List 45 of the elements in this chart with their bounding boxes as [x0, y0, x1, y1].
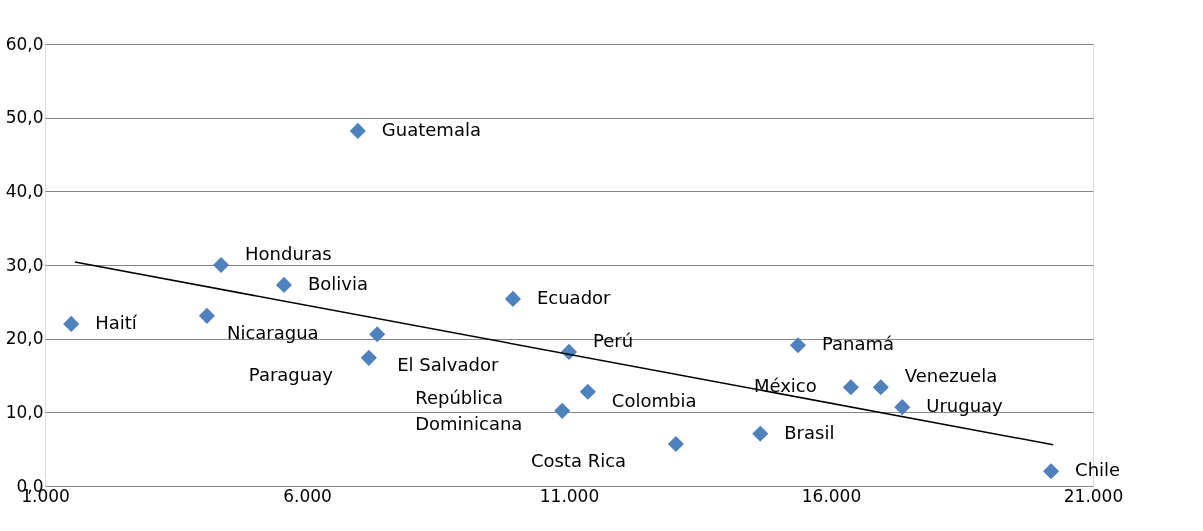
annotation: Uruguay [926, 395, 1004, 417]
annotation: República Dominicana [415, 386, 523, 434]
point [872, 379, 889, 396]
annotation: Venezuela [904, 365, 998, 387]
annotation: Bolivia [307, 272, 368, 294]
annotation: Honduras [245, 243, 332, 264]
point [63, 315, 80, 332]
x-tick-label: 16.000 [801, 485, 862, 506]
y-tick-label: 50,0 [5, 107, 44, 128]
point [842, 379, 859, 396]
annotation: El Salvador [397, 354, 499, 376]
annotation: México [753, 375, 817, 397]
y-tick-label: 60,0 [5, 33, 44, 54]
y-tick-label: 30,0 [5, 254, 44, 275]
point [894, 399, 911, 416]
annotation: Panamá [821, 333, 895, 355]
point [752, 425, 769, 442]
y-tick-label: 10,0 [5, 401, 44, 422]
point [349, 122, 366, 139]
annotation: Ecuador [536, 286, 612, 308]
y-tick-label: 40,0 [5, 180, 44, 201]
x-tick-label: 21.000 [1063, 485, 1124, 506]
point [504, 290, 521, 307]
annotation: Brasil [784, 421, 835, 443]
point [198, 307, 215, 324]
annotation: Perú [593, 329, 634, 351]
point [789, 337, 807, 354]
point [667, 435, 684, 453]
point [275, 276, 293, 293]
y-tick-label: 20,0 [5, 328, 44, 349]
annotation: Paraguay [248, 363, 334, 385]
annotation: Colombia [611, 389, 697, 411]
point [1043, 463, 1060, 480]
point [213, 256, 230, 274]
point [369, 326, 386, 343]
annotation: Nicaragua [226, 321, 319, 343]
x-tick-label: 11.000 [539, 485, 600, 506]
annotation: Haití [95, 311, 138, 333]
x-tick-label: 6.000 [283, 485, 332, 506]
point [554, 402, 571, 419]
annotation: Guatemala [381, 118, 481, 140]
point [360, 349, 377, 366]
annotation: Costa Rica [530, 450, 627, 472]
annotation: Chile [1075, 459, 1121, 481]
point [579, 383, 596, 400]
